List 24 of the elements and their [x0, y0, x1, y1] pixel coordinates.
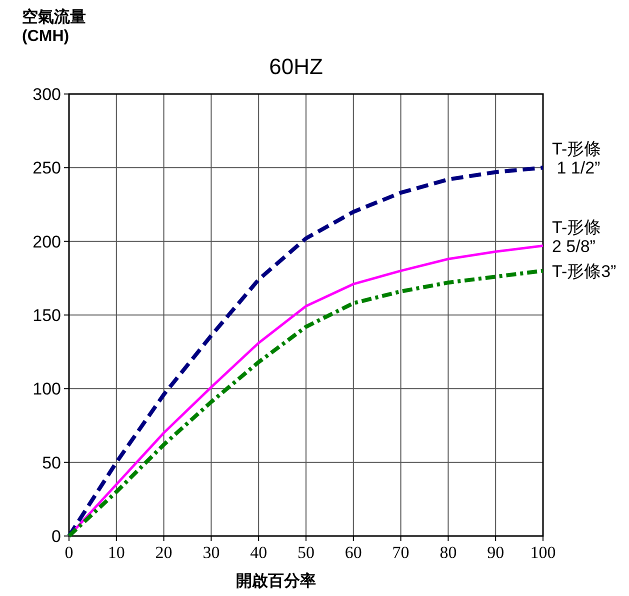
x-axis-title: 開啟百分率: [236, 571, 316, 590]
x-tick-label: 0: [64, 543, 74, 562]
series-label: T-形條 2 5/8”: [552, 218, 602, 256]
y-axis-title: 空氣流量 (CMH): [22, 7, 86, 45]
x-tick-label: 90: [487, 543, 504, 562]
x-tick-label: 50: [298, 543, 314, 562]
y-tick-label: 50: [42, 453, 61, 472]
series-label: T-形條3”: [552, 262, 617, 281]
x-tick-label: 80: [440, 543, 457, 562]
x-tick-label: 70: [392, 543, 410, 562]
x-tick-label: 30: [202, 543, 220, 562]
x-tick-label: 60: [344, 543, 362, 562]
x-tick-label: 40: [250, 543, 268, 562]
y-tick-label: 300: [32, 85, 61, 104]
y-tick-label: 100: [32, 380, 61, 399]
y-tick-label: 0: [52, 527, 61, 546]
series-label: T-形條 1 1/2”: [552, 140, 602, 178]
chart-title: 60HZ: [269, 54, 323, 79]
x-tick-label: 20: [155, 543, 172, 562]
y-tick-label: 150: [32, 306, 61, 325]
x-tick-label: 10: [108, 543, 125, 562]
y-tick-label: 250: [32, 158, 61, 178]
x-tick-label: 100: [530, 543, 556, 562]
y-tick-label: 200: [32, 232, 61, 252]
